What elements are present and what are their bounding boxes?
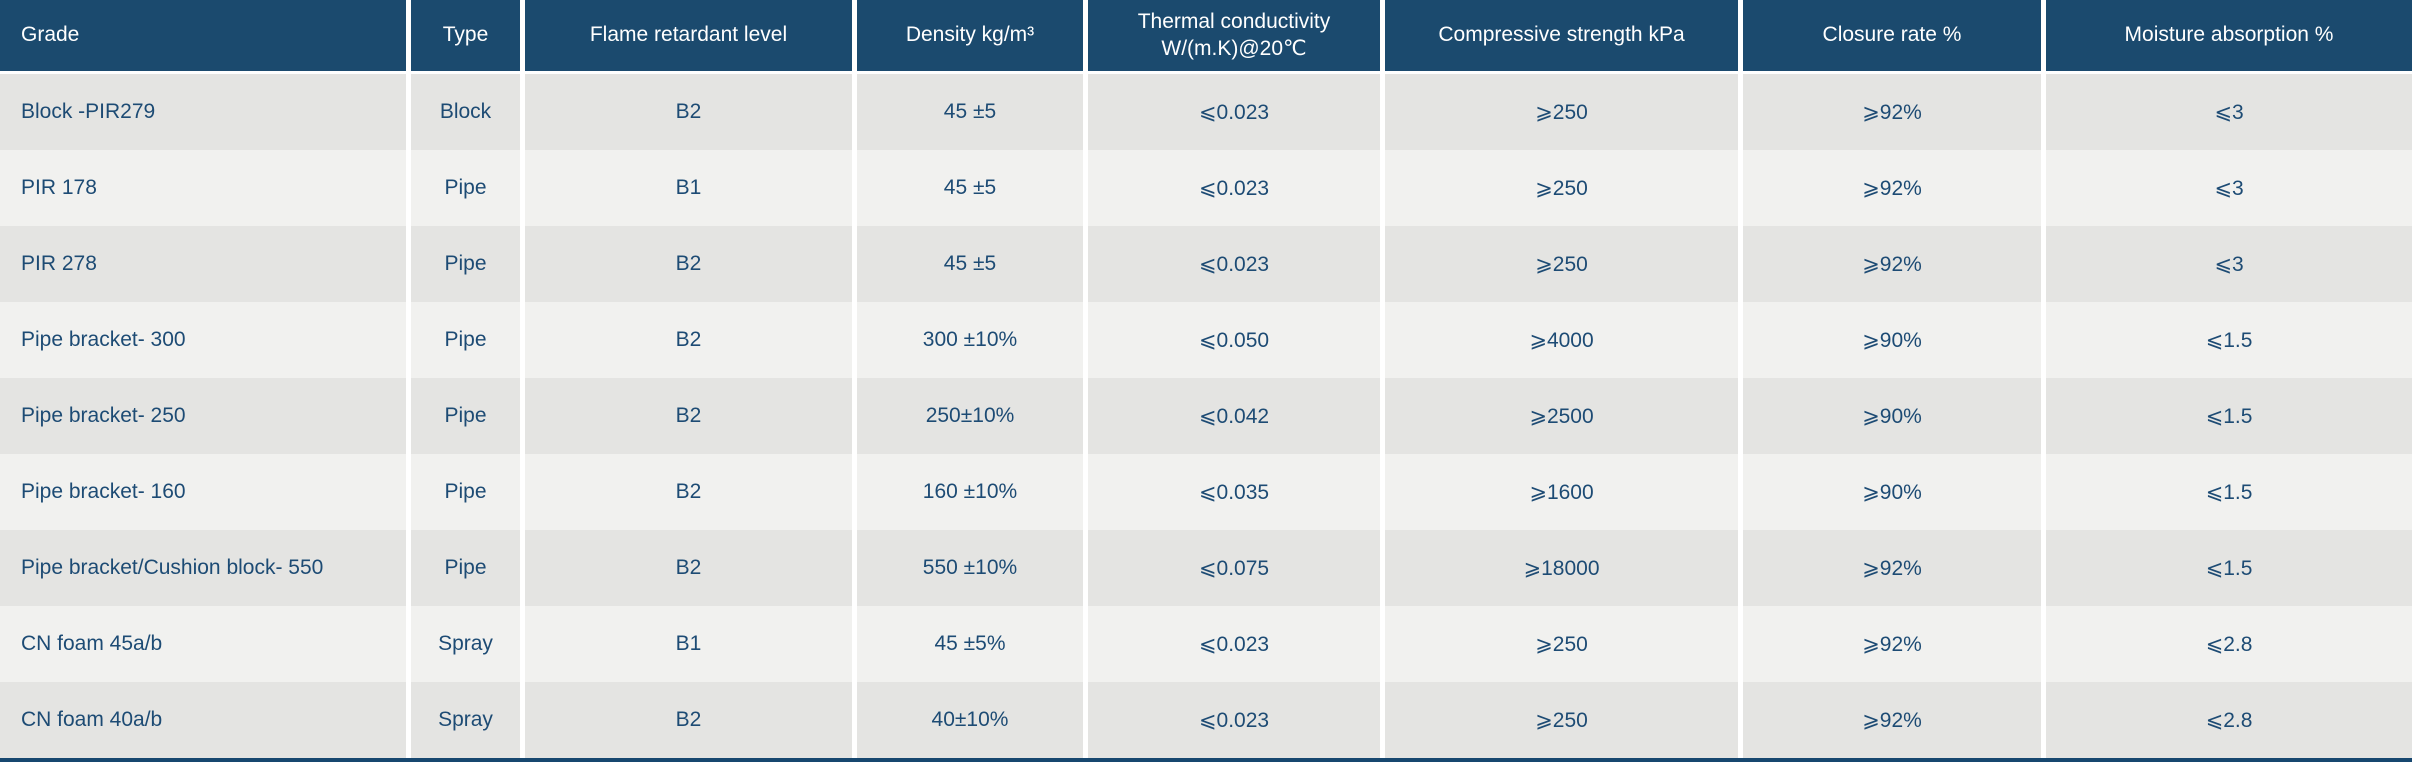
table-row: CN foam 45a/b Spray B1 45 ±5% ⩽0.023 ⩾250 ⩾92%…	[0, 606, 2412, 682]
cell-closure: ⩾90%	[1743, 454, 2046, 530]
column-header-closure: Closure rate %	[1743, 0, 2046, 74]
cell-type: Pipe	[411, 378, 525, 454]
cell-compressive: ⩾250	[1385, 682, 1743, 758]
cell-compressive: ⩾250	[1385, 226, 1743, 302]
cell-density: 160 ±10%	[857, 454, 1088, 530]
cell-flame: B2	[525, 226, 857, 302]
cell-moisture: ⩽1.5	[2046, 302, 2412, 378]
cell-grade: CN foam 40a/b	[0, 682, 411, 758]
cell-thermal: ⩽0.023	[1088, 74, 1385, 150]
cell-moisture: ⩽1.5	[2046, 530, 2412, 606]
cell-flame: B2	[525, 682, 857, 758]
cell-grade: CN foam 45a/b	[0, 606, 411, 682]
cell-compressive: ⩾250	[1385, 74, 1743, 150]
cell-moisture: ⩽1.5	[2046, 454, 2412, 530]
cell-thermal: ⩽0.023	[1088, 226, 1385, 302]
cell-grade: Pipe bracket- 250	[0, 378, 411, 454]
cell-density: 45 ±5	[857, 226, 1088, 302]
table-row: Pipe bracket/Cushion block- 550 Pipe B2 550…	[0, 530, 2412, 606]
cell-flame: B2	[525, 302, 857, 378]
column-header-flame: Flame retardant level	[525, 0, 857, 74]
column-header-grade: Grade	[0, 0, 411, 74]
cell-closure: ⩾92%	[1743, 530, 2046, 606]
cell-type: Block	[411, 74, 525, 150]
cell-type: Spray	[411, 682, 525, 758]
column-header-density: Density kg/m³	[857, 0, 1088, 74]
cell-density: 550 ±10%	[857, 530, 1088, 606]
cell-grade: PIR 178	[0, 150, 411, 226]
cell-thermal: ⩽0.023	[1088, 606, 1385, 682]
table-row: Pipe bracket- 160 Pipe B2 160 ±10% ⩽0.035 ⩾16…	[0, 454, 2412, 530]
cell-density: 40±10%	[857, 682, 1088, 758]
column-header-compressive: Compressive strength kPa	[1385, 0, 1743, 74]
cell-grade: Pipe bracket/Cushion block- 550	[0, 530, 411, 606]
cell-closure: ⩾90%	[1743, 302, 2046, 378]
cell-compressive: ⩾250	[1385, 606, 1743, 682]
table-row: PIR 278 Pipe B2 45 ±5 ⩽0.023 ⩾250 ⩾92% ⩽3	[0, 226, 2412, 302]
cell-closure: ⩾92%	[1743, 226, 2046, 302]
cell-density: 300 ±10%	[857, 302, 1088, 378]
table-row: Pipe bracket- 250 Pipe B2 250±10% ⩽0.042 ⩾250…	[0, 378, 2412, 454]
header-row: Grade Type Flame retardant level Density kg…	[0, 0, 2412, 74]
cell-moisture: ⩽3	[2046, 150, 2412, 226]
table-body: Block -PIR279 Block B2 45 ±5 ⩽0.023 ⩾250 ⩾92% ⩽…	[0, 74, 2412, 758]
cell-grade: Block -PIR279	[0, 74, 411, 150]
cell-grade: Pipe bracket- 160	[0, 454, 411, 530]
cell-thermal: ⩽0.042	[1088, 378, 1385, 454]
cell-thermal: ⩽0.050	[1088, 302, 1385, 378]
cell-grade: PIR 278	[0, 226, 411, 302]
table-row: Block -PIR279 Block B2 45 ±5 ⩽0.023 ⩾250 ⩾92% ⩽…	[0, 74, 2412, 150]
cell-flame: B1	[525, 606, 857, 682]
cell-type: Spray	[411, 606, 525, 682]
cell-thermal: ⩽0.023	[1088, 682, 1385, 758]
cell-closure: ⩾90%	[1743, 378, 2046, 454]
cell-thermal: ⩽0.023	[1088, 150, 1385, 226]
cell-flame: B1	[525, 150, 857, 226]
cell-type: Pipe	[411, 226, 525, 302]
cell-moisture: ⩽2.8	[2046, 682, 2412, 758]
cell-moisture: ⩽3	[2046, 74, 2412, 150]
cell-closure: ⩾92%	[1743, 150, 2046, 226]
cell-type: Pipe	[411, 454, 525, 530]
column-header-type: Type	[411, 0, 525, 74]
cell-type: Pipe	[411, 530, 525, 606]
cell-compressive: ⩾2500	[1385, 378, 1743, 454]
cell-grade: Pipe bracket- 300	[0, 302, 411, 378]
table-row: Pipe bracket- 300 Pipe B2 300 ±10% ⩽0.050 ⩾40…	[0, 302, 2412, 378]
cell-thermal: ⩽0.075	[1088, 530, 1385, 606]
cell-thermal: ⩽0.035	[1088, 454, 1385, 530]
cell-density: 45 ±5	[857, 74, 1088, 150]
cell-moisture: ⩽2.8	[2046, 606, 2412, 682]
cell-closure: ⩾92%	[1743, 682, 2046, 758]
cell-density: 45 ±5%	[857, 606, 1088, 682]
cell-type: Pipe	[411, 302, 525, 378]
cell-closure: ⩾92%	[1743, 74, 2046, 150]
cell-compressive: ⩾18000	[1385, 530, 1743, 606]
column-header-thermal: Thermal conductivity W/(m.K)@20℃	[1088, 0, 1385, 74]
cell-flame: B2	[525, 74, 857, 150]
column-header-moisture: Moisture absorption %	[2046, 0, 2412, 74]
table-row: CN foam 40a/b Spray B2 40±10% ⩽0.023 ⩾250 ⩾92%…	[0, 682, 2412, 758]
cell-density: 250±10%	[857, 378, 1088, 454]
cell-flame: B2	[525, 454, 857, 530]
table-row: PIR 178 Pipe B1 45 ±5 ⩽0.023 ⩾250 ⩾92% ⩽3	[0, 150, 2412, 226]
cell-moisture: ⩽1.5	[2046, 378, 2412, 454]
cell-type: Pipe	[411, 150, 525, 226]
cell-compressive: ⩾250	[1385, 150, 1743, 226]
cell-closure: ⩾92%	[1743, 606, 2046, 682]
cell-flame: B2	[525, 530, 857, 606]
cell-density: 45 ±5	[857, 150, 1088, 226]
cell-compressive: ⩾1600	[1385, 454, 1743, 530]
cell-flame: B2	[525, 378, 857, 454]
cell-moisture: ⩽3	[2046, 226, 2412, 302]
cell-compressive: ⩾4000	[1385, 302, 1743, 378]
